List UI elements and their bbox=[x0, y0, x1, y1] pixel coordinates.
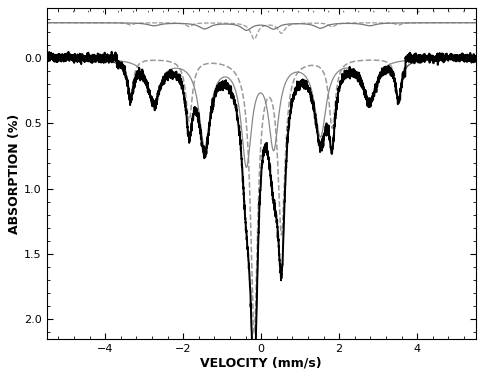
X-axis label: VELOCITY (mm/s): VELOCITY (mm/s) bbox=[200, 357, 322, 370]
Y-axis label: ABSORPTION (%): ABSORPTION (%) bbox=[8, 113, 21, 234]
